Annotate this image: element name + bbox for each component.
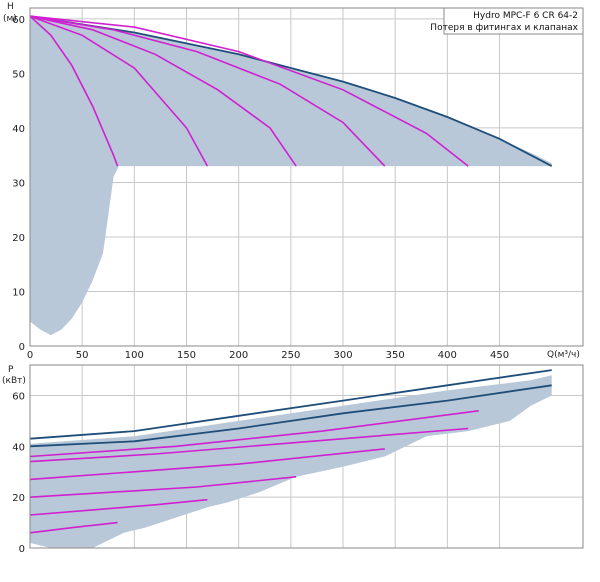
lower-ytick-label-40: 40 (12, 442, 25, 453)
upper-ylabel-line1: H (7, 2, 14, 12)
upper-series-4-line (29, 15, 297, 167)
upper-ytick-label-30: 30 (12, 178, 25, 189)
lower-ytick-label-60: 60 (12, 392, 25, 403)
upper-series-5-line (29, 15, 386, 167)
upper-ytick-label-50: 50 (12, 69, 25, 80)
lower-series-6-line (29, 448, 385, 481)
upper-series-3-line (29, 15, 209, 167)
lower-ylabel-line1: P (8, 365, 14, 375)
lower-plot-frame (29, 364, 584, 549)
lower-curves (29, 369, 552, 534)
upper-ylabel-line2: (м) (3, 14, 17, 24)
lower-series-4-line (29, 498, 208, 516)
upper-xtick-label-450: 450 (490, 350, 509, 361)
lower-series-5-line (29, 476, 297, 498)
upper-envelope-fill (30, 16, 552, 336)
upper-plot-frame (29, 7, 584, 347)
upper-tick-labels: 0 10 20 30 40 50 60 0 50 100 150 200 250 300 350 400 450 (12, 15, 509, 361)
upper-xtick-label-150: 150 (177, 350, 196, 361)
upper-xtick-label-300: 300 (333, 350, 352, 361)
upper-xtick-label-400: 400 (438, 350, 457, 361)
lower-series-2-line (29, 384, 552, 448)
legend-frame (443, 7, 584, 35)
legend-subtitle: Потеря в фитингах и клапанах (430, 23, 578, 33)
upper-series-6-line (29, 15, 469, 167)
lower-series-7-line (29, 427, 469, 463)
lower-ytick-label-20: 20 (12, 493, 25, 504)
lower-series-1-line (29, 369, 552, 440)
upper-xlabel: Q(м³/ч) (547, 350, 580, 360)
upper-xtick-label-50: 50 (76, 350, 89, 361)
lower-series-8-line (29, 410, 479, 458)
upper-series-1-line (29, 15, 553, 167)
legend-title: Hydro MPC-F 6 CR 64-2 (473, 11, 578, 21)
lower-series-3-line (29, 521, 118, 534)
lower-ytick-label-0: 0 (19, 544, 25, 555)
upper-curves (29, 15, 553, 167)
upper-series-2-line (29, 15, 119, 167)
upper-xtick-label-100: 100 (125, 350, 144, 361)
upper-ytick-label-0: 0 (19, 342, 25, 353)
upper-envelope-area (30, 16, 552, 336)
lower-tick-labels: 0 20 40 60 (12, 392, 25, 556)
upper-xtick-label-350: 350 (386, 350, 405, 361)
upper-ytick-label-40: 40 (12, 124, 25, 135)
upper-ytick-label-10: 10 (12, 287, 25, 298)
upper-ytick-label-60: 60 (12, 15, 25, 26)
legend-box: Hydro MPC-F 6 CR 64-2 Потеря в фитингах … (430, 7, 584, 35)
upper-ytick-label-20: 20 (12, 233, 25, 244)
upper-xtick-label-200: 200 (229, 350, 248, 361)
lower-ylabel-line2: (кВт) (2, 376, 26, 386)
upper-xtick-label-250: 250 (281, 350, 300, 361)
upper-xtick-label-0: 0 (27, 350, 33, 361)
